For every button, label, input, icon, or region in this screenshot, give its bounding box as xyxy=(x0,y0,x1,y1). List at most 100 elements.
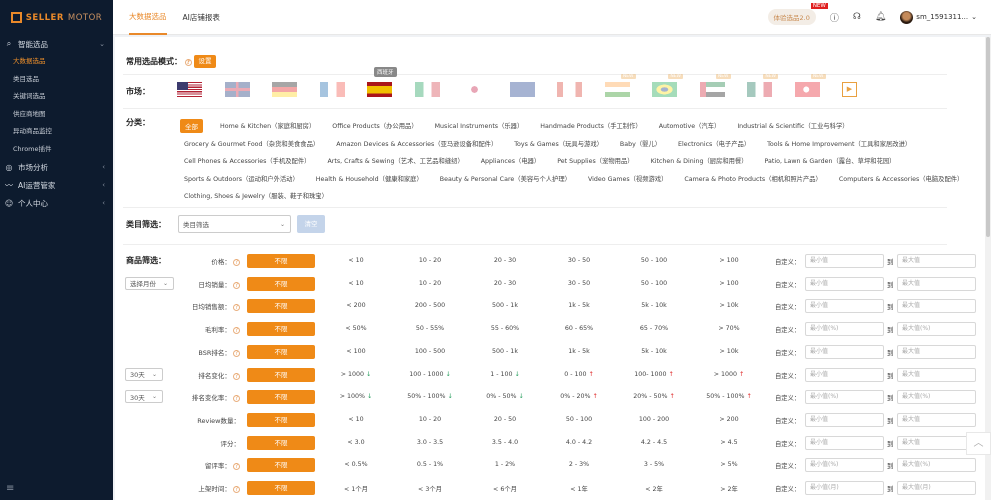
help-icon[interactable]: ? xyxy=(233,486,240,493)
filter-option[interactable]: 50 - 100 xyxy=(640,279,668,287)
filter-option[interactable]: 0.5 - 1% xyxy=(416,461,444,469)
filter-option[interactable]: > 2年 xyxy=(720,486,738,493)
filter-option[interactable]: 20% - 50% ↑ xyxy=(633,393,675,401)
market-flag-video[interactable]: ▶ xyxy=(842,82,857,97)
filter-option[interactable]: < 10 xyxy=(348,279,364,287)
market-flag-ae[interactable]: NEW xyxy=(699,74,731,97)
filter-option[interactable]: 100- 1000 ↑ xyxy=(634,370,674,378)
filter-option[interactable]: > 10k xyxy=(719,347,739,355)
max-input[interactable]: 最大值 xyxy=(897,254,976,268)
filter-option[interactable]: 30 - 50 xyxy=(567,279,591,287)
support-icon[interactable]: ☊ xyxy=(852,12,861,22)
user-menu[interactable]: sm_1591311... ⌄ xyxy=(900,10,977,24)
category-item[interactable]: Computers & Accessories（电脑及配件） xyxy=(838,175,964,183)
filter-option[interactable]: 10 - 20 xyxy=(418,279,442,287)
max-input[interactable]: 最大值 xyxy=(897,299,976,314)
filter-any-button[interactable]: 不限 xyxy=(247,412,315,427)
max-input[interactable]: 最大值 xyxy=(897,344,976,359)
filter-option[interactable]: < 10 xyxy=(348,257,364,264)
filter-option[interactable]: 0% - 50% ↓ xyxy=(486,393,524,401)
max-input[interactable]: 最大值(%) xyxy=(897,322,976,337)
filter-option[interactable]: < 50% xyxy=(345,325,367,333)
filter-option[interactable]: 20 - 30 xyxy=(493,257,517,264)
filter-option[interactable]: > 10k xyxy=(719,302,739,310)
market-flag-jp[interactable] xyxy=(462,82,487,97)
filter-option[interactable]: 200 - 500 xyxy=(414,302,446,310)
market-flag-au[interactable] xyxy=(509,82,535,97)
sidebar-group[interactable]: ◎ 市场分析 ‹ xyxy=(5,162,106,172)
max-input[interactable]: 最大值 xyxy=(897,367,976,382)
period-select[interactable]: 选择月份 ⌄ xyxy=(125,276,174,290)
filter-option[interactable]: 4.0 - 4.2 xyxy=(565,438,593,446)
category-item[interactable]: Amazon Devices & Accessories（亚马逊设备和配件） xyxy=(336,140,498,148)
filter-option[interactable]: < 2年 xyxy=(645,486,663,493)
filter-option[interactable]: 50% - 100% ↑ xyxy=(706,393,752,401)
category-item[interactable]: Beauty & Personal Care（美容与个人护理） xyxy=(439,175,571,183)
category-item[interactable]: Musical Instruments（乐器） xyxy=(434,123,524,131)
filter-option[interactable]: 100 - 500 xyxy=(414,347,446,355)
sidebar-item[interactable]: 大数据选品 xyxy=(13,57,46,65)
sidebar-item[interactable]: 供应商地图 xyxy=(13,109,46,118)
filter-option[interactable]: > 100 xyxy=(719,257,739,264)
max-input[interactable]: 最大值(月) xyxy=(897,481,976,495)
filter-any-button[interactable]: 不限 xyxy=(247,435,315,450)
sidebar-item[interactable]: 异动商品监控 xyxy=(13,127,52,135)
category-item[interactable]: Tools & Home Improvement（工具和家居改进） xyxy=(767,140,912,148)
min-input[interactable]: 最小值 xyxy=(805,344,884,359)
filter-option[interactable]: 50 - 55% xyxy=(415,325,445,333)
bell-icon[interactable]: 🔔︎ xyxy=(874,12,887,22)
category-all-button[interactable]: 全部 xyxy=(180,118,203,133)
help-icon[interactable]: ? xyxy=(233,281,240,289)
category-item[interactable]: Camera & Photo Products（相机和照片产品） xyxy=(684,175,822,183)
filter-option[interactable]: > 100 xyxy=(719,279,739,287)
min-input[interactable]: 最小值 xyxy=(805,367,884,382)
filter-option[interactable]: 3.5 - 4.0 xyxy=(491,438,519,446)
sidebar-item[interactable]: 类目选品 xyxy=(13,74,39,83)
min-input[interactable]: 最小值 xyxy=(805,412,884,427)
market-flag-ca[interactable] xyxy=(557,82,582,97)
filter-option[interactable]: 50 - 100 xyxy=(565,415,593,423)
filter-option[interactable]: 30 - 50 xyxy=(567,257,591,264)
filter-any-button[interactable]: 不限 xyxy=(247,481,315,495)
filter-option[interactable]: 3 - 5% xyxy=(643,461,665,469)
filter-option[interactable]: < 6个月 xyxy=(493,486,517,493)
filter-option[interactable]: 20 - 30 xyxy=(493,279,517,287)
market-flag-de[interactable] xyxy=(272,82,297,97)
help-icon[interactable]: ? xyxy=(233,304,240,312)
category-item[interactable]: Patio, Lawn & Garden（露台、草坪和花园） xyxy=(764,158,896,166)
filter-option[interactable]: > 5% xyxy=(720,461,738,469)
filter-option[interactable]: 500 - 1k xyxy=(492,302,518,310)
category-item[interactable]: Sports & Outdoors（运动和户外活动） xyxy=(184,175,299,183)
category-item[interactable]: Health & Household（健康和家庭） xyxy=(315,175,423,183)
filter-option[interactable]: > 70% xyxy=(718,325,740,333)
sidebar-group[interactable]: ☺ 个人中心 ‹ xyxy=(4,198,105,208)
filter-option[interactable]: > 200 xyxy=(719,415,739,423)
filter-option[interactable]: 4.2 - 4.5 xyxy=(640,438,668,446)
help-icon[interactable]: ⓘ xyxy=(829,13,839,24)
category-item[interactable]: Cell Phones & Accessories（手机及配件） xyxy=(184,158,311,166)
filter-option[interactable]: 100 - 1000 ↓ xyxy=(409,370,451,378)
min-input[interactable]: 最小值 xyxy=(805,276,884,291)
period-select[interactable]: 30天 ⌄ xyxy=(125,367,163,381)
filter-any-button[interactable]: 不限 xyxy=(247,276,315,291)
filter-option[interactable]: < 1个月 xyxy=(344,486,368,493)
category-item[interactable]: Pet Supplies（宠物用品） xyxy=(557,158,634,166)
filter-option[interactable]: < 10 xyxy=(348,415,364,423)
min-input[interactable]: 最小值(月) xyxy=(805,481,884,495)
sidebar-item[interactable]: Chrome插件 xyxy=(13,144,52,153)
min-input[interactable]: 最小值(%) xyxy=(805,458,884,473)
max-input[interactable]: 最大值 xyxy=(897,412,976,427)
help-icon[interactable]: ? xyxy=(184,59,192,66)
filter-any-button[interactable]: 不限 xyxy=(247,367,315,382)
category-item[interactable]: Clothing, Shoes & Jewelry（服装、鞋子和珠宝） xyxy=(184,193,328,201)
min-input[interactable]: 最小值 xyxy=(805,435,884,450)
filter-option[interactable]: 1k - 5k xyxy=(568,302,590,310)
market-flag-uk[interactable] xyxy=(224,82,250,97)
filter-option[interactable]: 100 - 200 xyxy=(638,415,670,423)
category-item[interactable]: Baby（婴儿） xyxy=(619,140,662,148)
filter-option[interactable]: > 100% ↓ xyxy=(339,393,373,401)
market-flag-tr[interactable]: NEW xyxy=(794,74,826,97)
filter-option[interactable]: 500 - 1k xyxy=(492,347,518,355)
scrollbar[interactable] xyxy=(985,37,991,500)
filter-option[interactable]: < 0.5% xyxy=(344,461,368,469)
